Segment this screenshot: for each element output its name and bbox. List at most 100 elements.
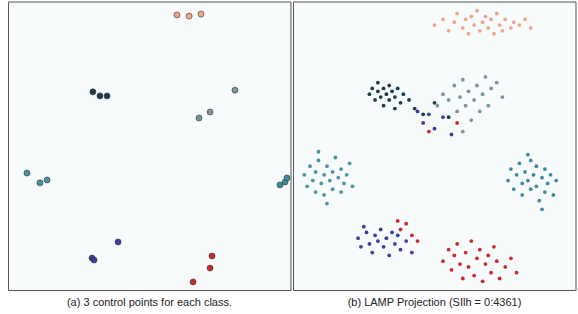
projected-point (529, 187, 533, 191)
projected-point (523, 17, 527, 21)
projected-point (472, 23, 476, 27)
projected-point (339, 190, 343, 194)
projected-point (433, 101, 437, 105)
frame-right (576, 2, 577, 290)
y-axis (8, 3, 9, 291)
projected-point (441, 17, 445, 21)
projected-point (319, 182, 323, 186)
projected-point (469, 15, 473, 19)
projected-point (447, 29, 451, 33)
frame-top (8, 2, 291, 3)
projected-point (481, 20, 485, 24)
projected-point (486, 104, 490, 108)
series (190, 253, 215, 285)
series (89, 239, 121, 263)
projected-point (376, 89, 380, 93)
projected-point (339, 167, 343, 171)
projected-point (452, 254, 456, 258)
projected-point (376, 239, 380, 243)
frame-top (293, 2, 576, 3)
control-point (232, 87, 238, 93)
projected-point (481, 279, 485, 283)
projected-point (478, 248, 482, 252)
projected-point (447, 115, 451, 119)
series (368, 81, 451, 119)
projected-point (498, 23, 502, 27)
projected-point (540, 176, 544, 180)
projected-point (467, 265, 471, 269)
projected-point (393, 107, 397, 111)
projected-point (495, 81, 499, 85)
projected-point (486, 254, 490, 258)
control-point (97, 93, 103, 99)
projected-point (416, 239, 420, 243)
projected-point (370, 251, 374, 255)
projected-point (540, 207, 544, 211)
series (302, 150, 354, 206)
projected-point (404, 239, 408, 243)
projected-point (526, 153, 530, 157)
caption: (b) LAMP Projection (SIlh = 0:4361) (348, 296, 522, 308)
projected-point (534, 164, 538, 168)
series (435, 75, 504, 134)
projected-point (393, 242, 397, 246)
projected-point (501, 95, 505, 99)
projected-point (489, 87, 493, 91)
control-point (284, 175, 290, 181)
projected-point (325, 164, 329, 168)
projected-point (396, 233, 400, 237)
projected-point (334, 156, 338, 160)
projected-point (348, 161, 352, 165)
projected-point (518, 23, 522, 27)
caption: (a) 3 control points for each class. (67, 296, 232, 308)
projected-point (549, 173, 553, 177)
projected-point (433, 23, 437, 27)
projected-point (472, 98, 476, 102)
control-point (196, 115, 202, 121)
projected-point (447, 98, 451, 102)
projected-point (390, 231, 394, 235)
projected-point (441, 259, 445, 263)
control-point (198, 11, 204, 17)
projected-point (486, 26, 490, 30)
control-point (209, 253, 215, 259)
projected-point (331, 187, 335, 191)
projected-point (416, 110, 420, 114)
projected-point (382, 87, 386, 91)
projected-point (543, 167, 547, 171)
projected-point (475, 84, 479, 88)
projected-point (461, 78, 465, 82)
projected-point (458, 95, 462, 99)
projected-point (311, 179, 315, 183)
projected-point (351, 184, 355, 188)
projected-point (464, 251, 468, 255)
control-point (91, 257, 97, 263)
control-point (115, 239, 121, 245)
projected-point (472, 274, 476, 278)
projected-point (382, 104, 386, 108)
projected-point (518, 161, 522, 165)
projected-point (469, 239, 473, 243)
y-axis-line (8, 3, 9, 291)
projected-point (455, 121, 459, 125)
projected-point (509, 26, 513, 30)
projected-point (478, 110, 482, 114)
projected-point (554, 179, 558, 183)
projected-point (356, 236, 360, 240)
frame-right (291, 2, 292, 290)
x-axis-line (294, 290, 577, 291)
control-point (24, 170, 30, 176)
projected-point (370, 87, 374, 91)
projected-point (331, 170, 335, 174)
projected-point (475, 256, 479, 260)
projected-point (407, 98, 411, 102)
projected-point (512, 187, 516, 191)
projected-point (396, 87, 400, 91)
projected-point (441, 92, 445, 96)
projected-point (455, 12, 459, 16)
projected-point (396, 219, 400, 223)
projected-point (509, 167, 513, 171)
projected-point (475, 9, 479, 13)
projected-point (461, 26, 465, 30)
projected-point (464, 104, 468, 108)
